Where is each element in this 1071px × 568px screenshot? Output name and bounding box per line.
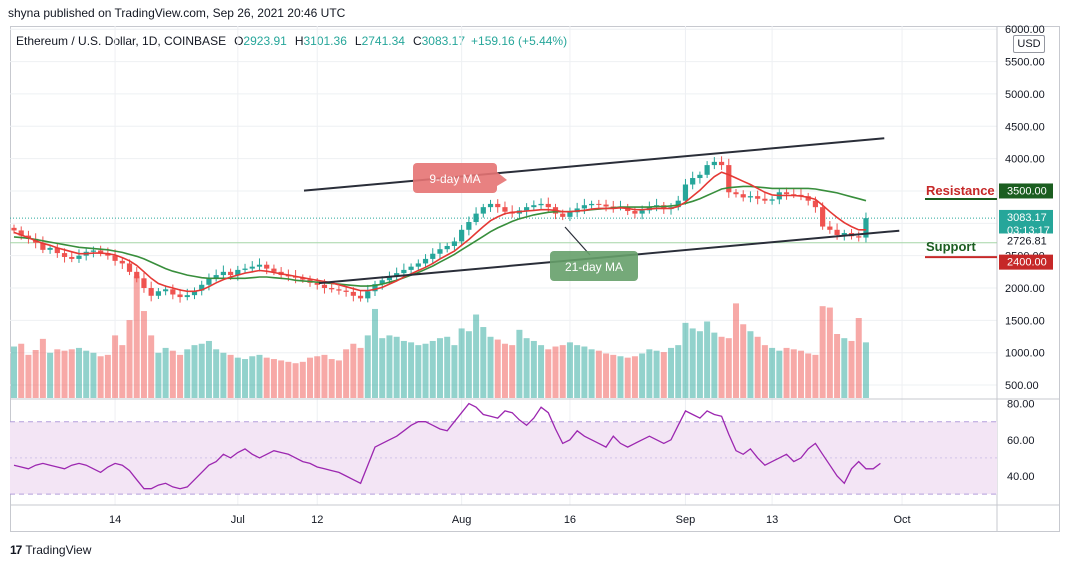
high-label: H — [294, 34, 304, 48]
high-value: 3101.36 — [303, 34, 347, 48]
open-label: O — [234, 34, 244, 48]
low-label: L — [354, 34, 362, 48]
open-value: 2923.91 — [243, 34, 287, 48]
tradingview-logo-icon: 17 — [10, 543, 22, 557]
footer-brand[interactable]: TradingView — [25, 543, 92, 557]
symbol-name: Ethereum / U.S. Dollar, 1D, COINBASE — [16, 34, 227, 48]
close-label: C — [412, 34, 422, 48]
footer: 17 TradingView — [10, 543, 91, 557]
change-value: +159.16 (+5.44%) — [471, 34, 568, 48]
close-value: 3083.17 — [421, 34, 466, 48]
chart-frame — [10, 26, 1060, 532]
publisher-line: shyna published on TradingView.com, Sep … — [8, 6, 346, 20]
currency-badge[interactable]: USD — [1013, 35, 1045, 53]
symbol-header: Ethereum / U.S. Dollar, 1D, COINBASE O292… — [16, 34, 567, 48]
low-value: 2741.34 — [361, 34, 405, 48]
